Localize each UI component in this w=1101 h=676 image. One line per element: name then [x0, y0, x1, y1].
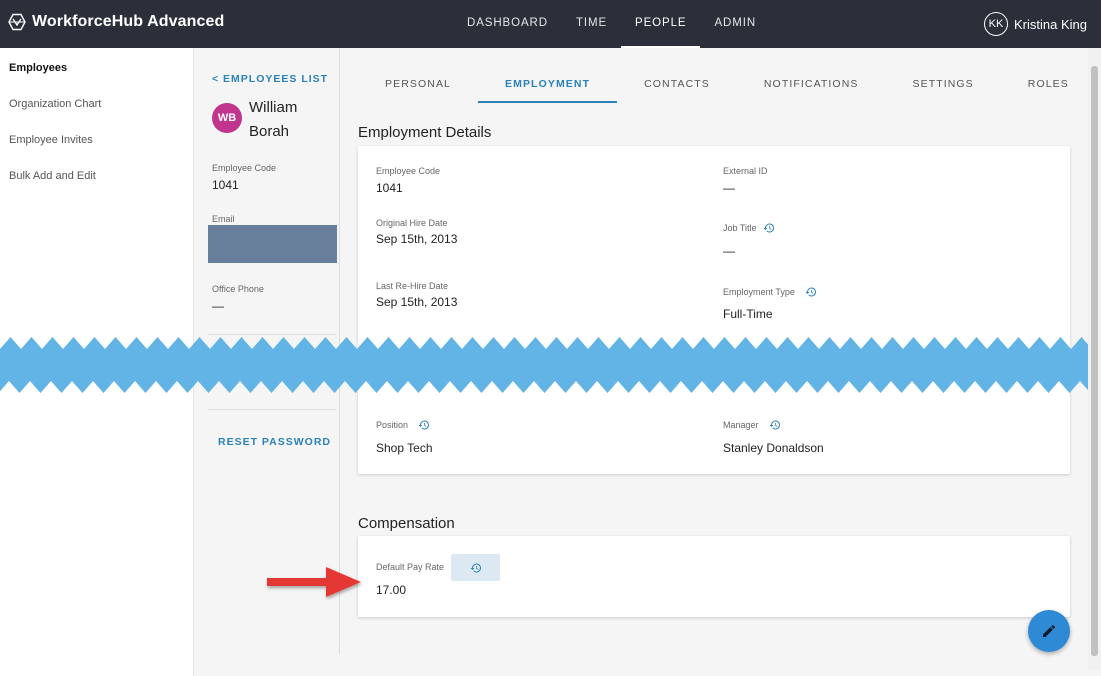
employee-code-label: Employee Code	[376, 166, 441, 176]
employees-list-link[interactable]: < EMPLOYEES LIST	[212, 73, 329, 85]
employment-details-card	[358, 146, 1070, 474]
profile-tabs: PERSONAL EMPLOYMENT CONTACTS NOTIFICATIO…	[358, 70, 1070, 104]
profile-divider	[208, 334, 336, 335]
scrollbar-thumb[interactable]	[1091, 66, 1098, 656]
original-hire-date-value: Sep 15th, 2013	[376, 232, 458, 246]
profile-office-phone-label: Office Phone	[212, 284, 264, 294]
position-value: Shop Tech	[376, 441, 433, 455]
user-menu[interactable]: KK Kristina King	[984, 12, 1087, 36]
redacted-email	[208, 225, 337, 263]
tab-roles[interactable]: ROLES	[1027, 78, 1069, 90]
content-break-band	[0, 337, 1101, 393]
sidebar-item-bulk-add-edit[interactable]: Bulk Add and Edit	[9, 170, 96, 182]
pencil-icon	[1043, 624, 1056, 637]
profile-email-label: Email	[212, 214, 235, 224]
history-icon[interactable]	[769, 419, 781, 431]
employment-type-value: Full-Time	[723, 307, 773, 321]
history-icon[interactable]	[418, 419, 430, 431]
nav-people[interactable]: PEOPLE	[621, 0, 701, 48]
history-icon	[470, 563, 481, 572]
manager-value: Stanley Donaldson	[723, 441, 824, 455]
job-title-value: —	[723, 244, 735, 258]
default-pay-rate-value: 17.00	[376, 583, 407, 597]
external-id-label: External ID	[723, 166, 768, 176]
tab-contacts[interactable]: CONTACTS	[644, 78, 710, 90]
tab-personal[interactable]: PERSONAL	[385, 78, 451, 90]
brand[interactable]: WorkforceHub Advanced	[8, 13, 224, 31]
main-nav: DASHBOARD TIME PEOPLE ADMIN	[453, 0, 770, 48]
original-hire-date-label: Original Hire Date	[376, 218, 448, 228]
sidebar-item-employee-invites[interactable]: Employee Invites	[9, 134, 93, 146]
nav-admin[interactable]: ADMIN	[714, 17, 757, 29]
last-rehire-date-value: Sep 15th, 2013	[376, 295, 458, 309]
tab-employment[interactable]: EMPLOYMENT	[478, 70, 618, 103]
top-bar: WorkforceHub Advanced DASHBOARD TIME PEO…	[0, 0, 1101, 48]
default-pay-rate-label: Default Pay Rate	[376, 562, 445, 572]
user-avatar: KK	[984, 12, 1009, 36]
position-label: Position	[376, 419, 430, 431]
compensation-title: Compensation	[358, 515, 455, 532]
pay-rate-history-button[interactable]	[451, 554, 500, 581]
brand-name: WorkforceHub Advanced	[32, 13, 225, 30]
logo-icon	[8, 13, 26, 31]
profile-divider	[208, 409, 336, 410]
employee-avatar: WB	[212, 103, 242, 133]
user-name: Kristina King	[1014, 16, 1087, 32]
sidebar-item-employees[interactable]: Employees	[9, 62, 68, 74]
tab-notifications[interactable]: NOTIFICATIONS	[763, 78, 859, 90]
employee-name: William Borah	[249, 99, 298, 140]
employment-type-label: Employment Type	[723, 286, 817, 298]
edit-fab-button[interactable]	[1028, 610, 1070, 652]
manager-label: Manager	[723, 419, 781, 431]
history-icon[interactable]	[763, 222, 775, 234]
tab-settings[interactable]: SETTINGS	[912, 78, 974, 90]
employee-code-value: 1041	[376, 181, 403, 195]
nav-dashboard[interactable]: DASHBOARD	[467, 17, 548, 29]
profile-employee-code: 1041	[212, 178, 239, 192]
profile-employee-code-label: Employee Code	[212, 163, 277, 173]
employment-details-title: Employment Details	[358, 124, 492, 141]
annotation-arrow-icon	[267, 567, 361, 597]
sidebar-item-organization-chart[interactable]: Organization Chart	[9, 98, 102, 110]
job-title-label: Job Title	[723, 222, 775, 234]
profile-office-phone: —	[212, 299, 224, 313]
nav-time[interactable]: TIME	[575, 17, 608, 29]
history-icon[interactable]	[805, 286, 817, 298]
reset-password-button[interactable]: RESET PASSWORD	[218, 436, 331, 448]
last-rehire-date-label: Last Re-Hire Date	[376, 281, 449, 291]
external-id-value: —	[723, 181, 735, 195]
